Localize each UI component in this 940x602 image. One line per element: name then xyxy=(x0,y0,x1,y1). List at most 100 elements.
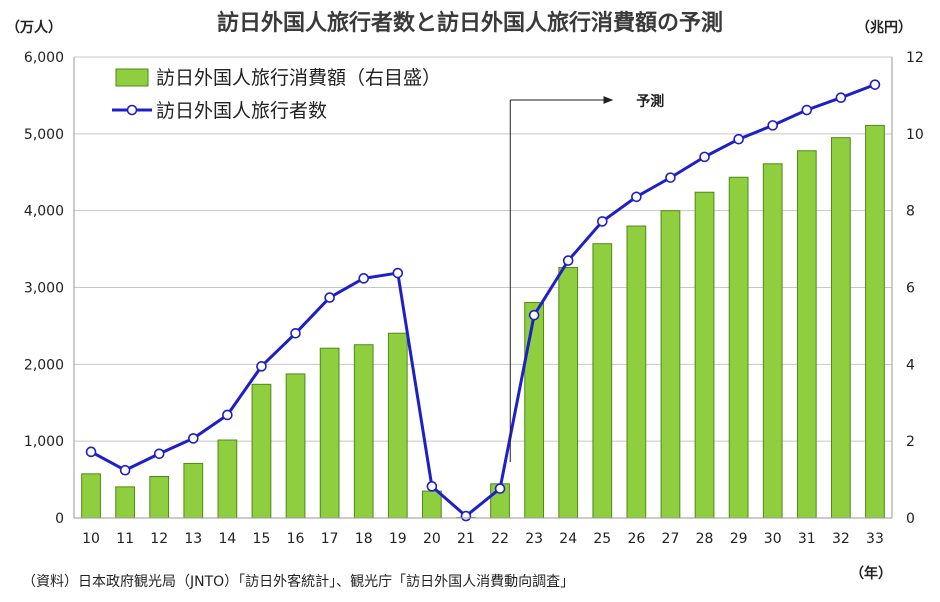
data-point xyxy=(392,267,404,279)
bar xyxy=(762,163,783,519)
bar xyxy=(558,267,579,519)
data-point xyxy=(767,120,779,131)
x-tick-label: 17 xyxy=(321,531,339,547)
forecast-label: 予測 xyxy=(636,93,664,110)
bar xyxy=(592,243,613,519)
left-axis-unit: （万人） xyxy=(6,19,62,36)
right-tick-label: 6 xyxy=(906,281,915,297)
x-tick-label: 26 xyxy=(627,531,645,547)
x-tick-label: 20 xyxy=(423,531,441,547)
data-point xyxy=(222,409,233,421)
bar xyxy=(251,383,272,519)
x-tick-label: 16 xyxy=(287,531,305,547)
right-tick-label: 2 xyxy=(906,434,915,450)
x-tick-label: 28 xyxy=(696,531,714,547)
data-point xyxy=(733,133,744,145)
right-axis-unit: （兆円） xyxy=(856,20,912,36)
legend-bar-label: 訪日外国人旅行消費額（右目盛） xyxy=(156,67,441,89)
source-note: （資料）日本政府観光局（JNTO）「訪日外客統計」、観光庁「訪日外国人消費動向調… xyxy=(22,573,574,590)
data-point xyxy=(699,151,710,163)
data-point xyxy=(596,216,608,227)
x-tick-label: 22 xyxy=(491,531,509,547)
forecast-annotation: 予測 xyxy=(509,93,664,462)
bar xyxy=(387,332,408,519)
bar xyxy=(831,137,851,519)
x-tick-label: 24 xyxy=(559,531,577,547)
series-line xyxy=(90,83,876,518)
x-tick-label: 25 xyxy=(593,531,611,547)
data-point xyxy=(119,464,131,476)
data-point xyxy=(85,446,97,458)
axes: 01,0002,0003,0004,0005,0006,000024681012… xyxy=(24,50,924,547)
legend: 訪日外国人旅行消費額（右目盛） 訪日外国人旅行者数 xyxy=(112,67,441,122)
bar xyxy=(626,225,647,519)
left-tick-label: 2,000 xyxy=(24,357,64,373)
data-point xyxy=(665,172,676,183)
bar xyxy=(183,462,204,519)
bar xyxy=(353,344,374,519)
data-point xyxy=(426,481,438,492)
left-tick-label: 6,000 xyxy=(24,50,64,66)
right-tick-label: 8 xyxy=(906,204,915,220)
bar xyxy=(524,301,544,519)
left-tick-label: 0 xyxy=(55,511,64,527)
line-series xyxy=(85,79,881,522)
x-tick-label: 15 xyxy=(253,531,271,547)
x-tick-label: 11 xyxy=(116,531,134,547)
x-axis-unit: （年） xyxy=(850,565,892,582)
bar xyxy=(865,124,885,519)
x-tick-label: 30 xyxy=(764,531,782,547)
bar xyxy=(422,490,442,519)
data-point xyxy=(460,510,472,522)
bar xyxy=(81,473,101,519)
data-point xyxy=(835,92,847,104)
x-tick-label: 23 xyxy=(525,531,543,547)
legend-line-label: 訪日外国人旅行者数 xyxy=(156,100,327,122)
data-point xyxy=(869,79,881,90)
left-tick-label: 5,000 xyxy=(24,127,64,143)
right-tick-label: 12 xyxy=(906,50,924,66)
x-tick-label: 32 xyxy=(832,531,850,547)
x-tick-label: 31 xyxy=(798,531,816,547)
chart-title: 訪日外国人旅行者数と訪日外国人旅行消費額の予測 xyxy=(217,10,723,36)
data-point xyxy=(358,273,370,284)
data-point xyxy=(528,309,540,321)
left-tick-label: 1,000 xyxy=(24,434,64,450)
x-tick-label: 27 xyxy=(662,531,680,547)
data-point xyxy=(187,433,199,444)
data-point xyxy=(494,483,506,494)
bar xyxy=(149,476,170,519)
x-tick-label: 10 xyxy=(82,531,100,547)
x-tick-label: 29 xyxy=(730,531,748,547)
data-point xyxy=(290,327,301,339)
x-tick-label: 12 xyxy=(150,531,168,547)
x-tick-label: 18 xyxy=(355,531,373,547)
bar xyxy=(217,439,238,519)
right-tick-label: 4 xyxy=(906,357,915,373)
legend-bar-swatch xyxy=(115,68,149,87)
bar xyxy=(115,486,135,519)
left-tick-label: 4,000 xyxy=(24,204,64,220)
bar xyxy=(319,347,340,519)
left-tick-label: 3,000 xyxy=(24,281,64,297)
data-point xyxy=(256,361,267,372)
x-tick-label: 21 xyxy=(457,531,475,547)
bar xyxy=(660,210,681,519)
x-tick-label: 33 xyxy=(866,531,884,547)
data-point xyxy=(801,104,813,116)
bar-series xyxy=(81,124,885,519)
bar xyxy=(694,191,715,519)
bar xyxy=(728,176,749,519)
right-tick-label: 10 xyxy=(906,127,924,143)
data-point xyxy=(324,292,335,303)
legend-line-marker xyxy=(126,104,138,116)
x-tick-label: 13 xyxy=(184,531,202,547)
bar xyxy=(285,373,306,519)
x-tick-label: 19 xyxy=(389,531,407,547)
data-point xyxy=(562,255,574,266)
grid xyxy=(74,56,892,442)
data-point xyxy=(631,191,642,203)
x-tick-label: 14 xyxy=(218,531,236,547)
